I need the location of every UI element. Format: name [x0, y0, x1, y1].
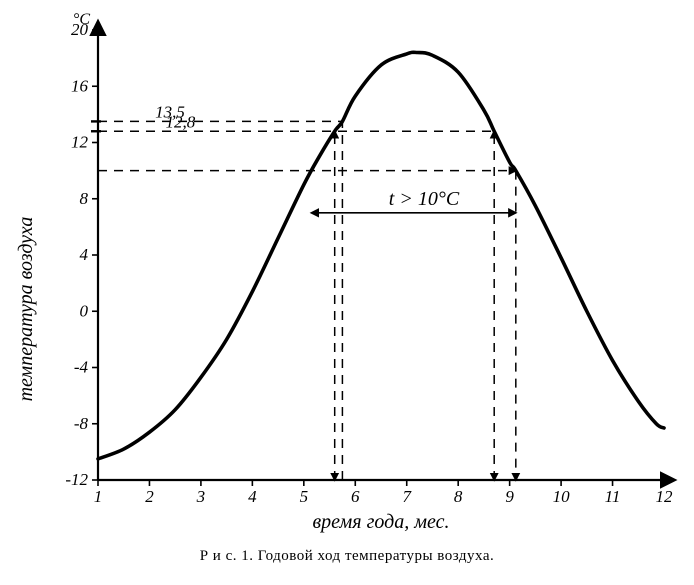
- y-tick-label: 8: [80, 189, 89, 208]
- y-tick-label: 4: [80, 245, 89, 264]
- caption-text: Годовой ход температуры воздуха.: [258, 548, 495, 564]
- y-tick-label: -8: [74, 414, 89, 433]
- x-tick-label: 10: [553, 487, 571, 506]
- x-tick-label: 6: [351, 487, 360, 506]
- caption-prefix: Р и с. 1.: [200, 548, 254, 564]
- chart: °C-12-8-4048121620123456789101112время г…: [0, 0, 694, 560]
- x-tick-label: 5: [300, 487, 309, 506]
- x-tick-label: 9: [505, 487, 514, 506]
- x-tick-label: 1: [94, 487, 103, 506]
- y-tick-label: -12: [65, 470, 88, 489]
- x-tick-label: 7: [402, 487, 412, 506]
- y-tick-label: 0: [80, 301, 89, 320]
- x-tick-label: 3: [196, 487, 206, 506]
- x-tick-label: 11: [605, 487, 621, 506]
- x-tick-label: 2: [145, 487, 154, 506]
- y-tick-label: 16: [71, 76, 89, 95]
- y-tick-label: 20: [71, 20, 89, 39]
- x-tick-label: 4: [248, 487, 257, 506]
- x-tick-label: 8: [454, 487, 463, 506]
- figure-caption: Р и с. 1. Годовой ход температуры воздух…: [0, 548, 694, 565]
- x-axis-label: время года, мес.: [312, 511, 449, 533]
- y-tick-label: -4: [74, 358, 89, 377]
- ref-label-128: 12,8: [165, 112, 195, 131]
- x-tick-label: 12: [656, 487, 674, 506]
- y-axis-label: температура воздуха: [15, 217, 37, 402]
- annotation-text: t > 10°C: [389, 188, 460, 210]
- y-tick-label: 12: [71, 133, 89, 152]
